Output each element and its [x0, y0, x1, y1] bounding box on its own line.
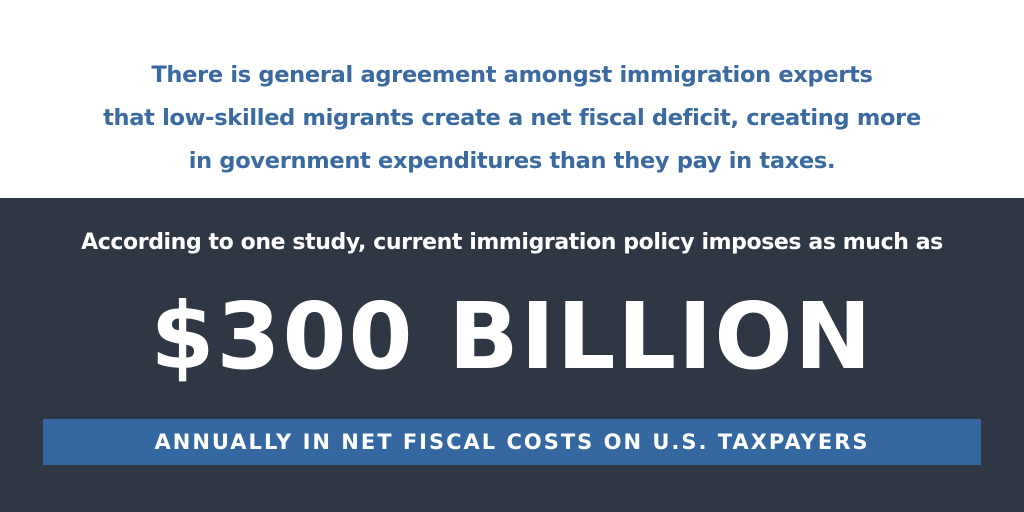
headline: $300 BILLION: [150, 283, 874, 390]
banner: ANNUALLY IN NET FISCAL COSTS ON U.S. TAX…: [43, 419, 981, 465]
intro-panel: There is general agreement amongst immig…: [0, 0, 1024, 198]
lead-text: According to one study, current immigrat…: [81, 230, 943, 255]
intro-line: There is general agreement amongst immig…: [151, 62, 873, 88]
highlight-panel: According to one study, current immigrat…: [0, 198, 1024, 512]
intro-text: There is general agreement amongst immig…: [0, 54, 1024, 183]
intro-line: that low-skilled migrants create a net f…: [103, 105, 921, 131]
intro-line: in government expenditures than they pay…: [188, 148, 836, 174]
